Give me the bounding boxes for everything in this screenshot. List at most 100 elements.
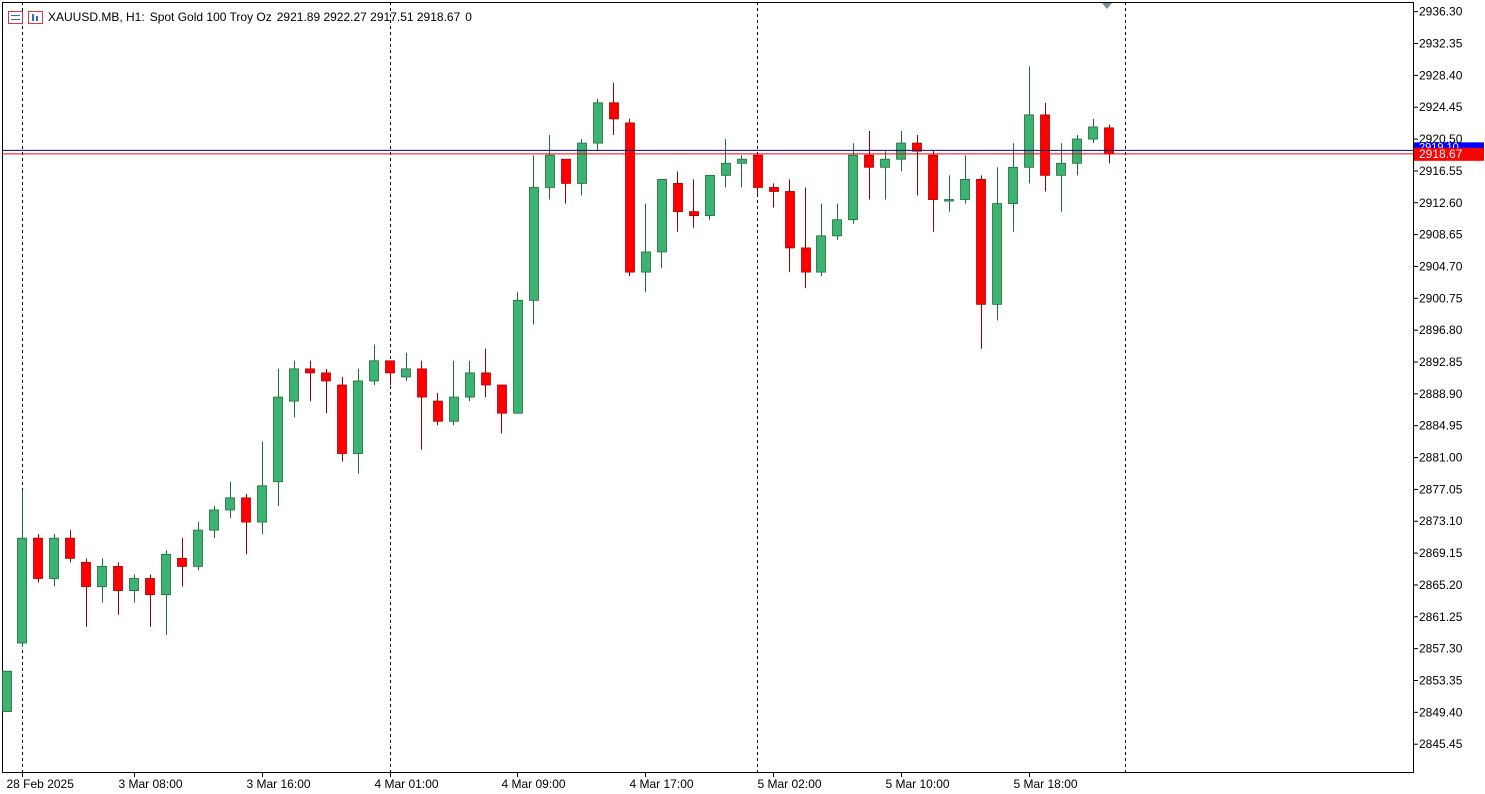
bear-candle bbox=[433, 393, 443, 426]
bull-candle bbox=[129, 574, 139, 603]
candle-body bbox=[513, 299, 523, 414]
candle-body bbox=[561, 158, 571, 184]
candle-body bbox=[928, 154, 938, 200]
candle-body bbox=[529, 187, 539, 301]
candle-body bbox=[721, 162, 731, 176]
bull-candle bbox=[944, 175, 954, 212]
candle-body bbox=[417, 368, 427, 398]
bull-candle bbox=[545, 135, 555, 200]
bear-candle bbox=[801, 187, 811, 289]
candle-body bbox=[385, 360, 395, 374]
bull-candle bbox=[1056, 143, 1066, 212]
candle-body bbox=[577, 142, 587, 184]
price-axis[interactable]: 2936.302932.352928.402924.452920.502916.… bbox=[1413, 5, 1463, 752]
bull-candle bbox=[832, 203, 842, 240]
bull-candle bbox=[721, 139, 731, 188]
bull-candle bbox=[960, 155, 970, 204]
y-tick-label: 2916.55 bbox=[1419, 164, 1463, 178]
y-tick-label: 2884.95 bbox=[1419, 419, 1463, 433]
y-tick-label: 2900.75 bbox=[1419, 291, 1463, 305]
x-tick-label: 5 Mar 02:00 bbox=[758, 777, 822, 791]
candle-body bbox=[848, 154, 858, 221]
y-tick-label: 2904.70 bbox=[1419, 259, 1463, 273]
bear-candle bbox=[241, 493, 251, 555]
y-tick-label: 2881.00 bbox=[1419, 451, 1463, 465]
candle-body bbox=[321, 372, 331, 382]
candle-body bbox=[241, 497, 251, 523]
bull-candle bbox=[97, 558, 107, 603]
y-tick-label: 2845.45 bbox=[1419, 737, 1463, 751]
day-separators bbox=[22, 2, 1126, 772]
bull-candle bbox=[193, 522, 203, 571]
candle-body bbox=[816, 235, 826, 273]
candle-body bbox=[497, 384, 507, 414]
bull-candle bbox=[1072, 135, 1082, 176]
candle-body bbox=[944, 199, 954, 202]
x-tick-label: 3 Mar 08:00 bbox=[119, 777, 183, 791]
y-tick-label: 2932.35 bbox=[1419, 37, 1463, 51]
candle-body bbox=[1088, 126, 1098, 140]
candle-body bbox=[609, 102, 619, 120]
candle-body bbox=[1040, 114, 1050, 176]
time-axis[interactable]: 28 Feb 2025 3 Mar 08:00 3 Mar 16:00 4 Mar 0… bbox=[7, 772, 1078, 791]
y-tick-label: 2873.10 bbox=[1419, 514, 1463, 528]
chart-shift-marker bbox=[1102, 3, 1112, 9]
candle-body bbox=[785, 191, 795, 249]
price-lines bbox=[2, 149, 1413, 155]
candle-body bbox=[864, 154, 874, 168]
bull-candle bbox=[449, 360, 459, 426]
x-tick-label: 28 Feb 2025 bbox=[7, 777, 75, 791]
bear-candle bbox=[673, 171, 683, 232]
bull-candle bbox=[273, 368, 283, 506]
candle-body bbox=[433, 400, 443, 422]
candle-body bbox=[641, 251, 651, 273]
x-tick-label: 4 Mar 09:00 bbox=[502, 777, 566, 791]
bear-candle bbox=[689, 179, 699, 228]
bull-candle bbox=[257, 441, 267, 535]
bear-candle bbox=[928, 151, 938, 232]
bull-candle bbox=[737, 155, 747, 188]
bear-candle bbox=[785, 179, 795, 273]
candle-body bbox=[33, 537, 43, 579]
bull-candle bbox=[1024, 66, 1034, 184]
candle-body bbox=[225, 497, 235, 511]
bear-candle bbox=[65, 530, 75, 563]
candle-body bbox=[753, 154, 763, 188]
list-icon[interactable] bbox=[8, 10, 23, 24]
header-extra: 0 bbox=[465, 10, 472, 24]
bull-candle bbox=[1008, 143, 1018, 232]
candle-body bbox=[896, 142, 906, 160]
bid-price-label-bg bbox=[1414, 147, 1484, 161]
bear-candle bbox=[337, 376, 347, 462]
bull-candle bbox=[896, 131, 906, 172]
bear-candle bbox=[753, 154, 763, 196]
bear-candle bbox=[417, 360, 427, 450]
bear-candle bbox=[305, 360, 315, 402]
ask-price-label-bg bbox=[1414, 142, 1484, 152]
candle-body bbox=[49, 537, 59, 579]
candle-body bbox=[960, 178, 970, 200]
bear-candle bbox=[113, 562, 123, 615]
candle-body bbox=[705, 174, 715, 217]
y-tick-label: 2912.60 bbox=[1419, 196, 1463, 210]
bull-candle bbox=[289, 360, 299, 418]
bull-candle bbox=[529, 155, 539, 325]
candle-body bbox=[976, 178, 986, 305]
candle-body bbox=[273, 396, 283, 483]
bull-candle bbox=[161, 550, 171, 635]
candle-body bbox=[161, 553, 171, 596]
bull-candle bbox=[705, 174, 715, 220]
candle-body bbox=[769, 187, 779, 192]
candle-body bbox=[449, 396, 459, 422]
bull-candle bbox=[401, 352, 411, 381]
bid-price-label: 2918.67 bbox=[1419, 147, 1463, 161]
candle-body bbox=[912, 142, 922, 152]
chart-icon[interactable] bbox=[28, 10, 43, 24]
candle-body bbox=[689, 211, 699, 217]
plot-border bbox=[2, 2, 1414, 773]
candle-body bbox=[17, 537, 27, 644]
y-tick-label: 2936.30 bbox=[1419, 5, 1463, 19]
y-tick-label: 2877.05 bbox=[1419, 482, 1463, 496]
x-tick-label: 3 Mar 16:00 bbox=[247, 777, 311, 791]
